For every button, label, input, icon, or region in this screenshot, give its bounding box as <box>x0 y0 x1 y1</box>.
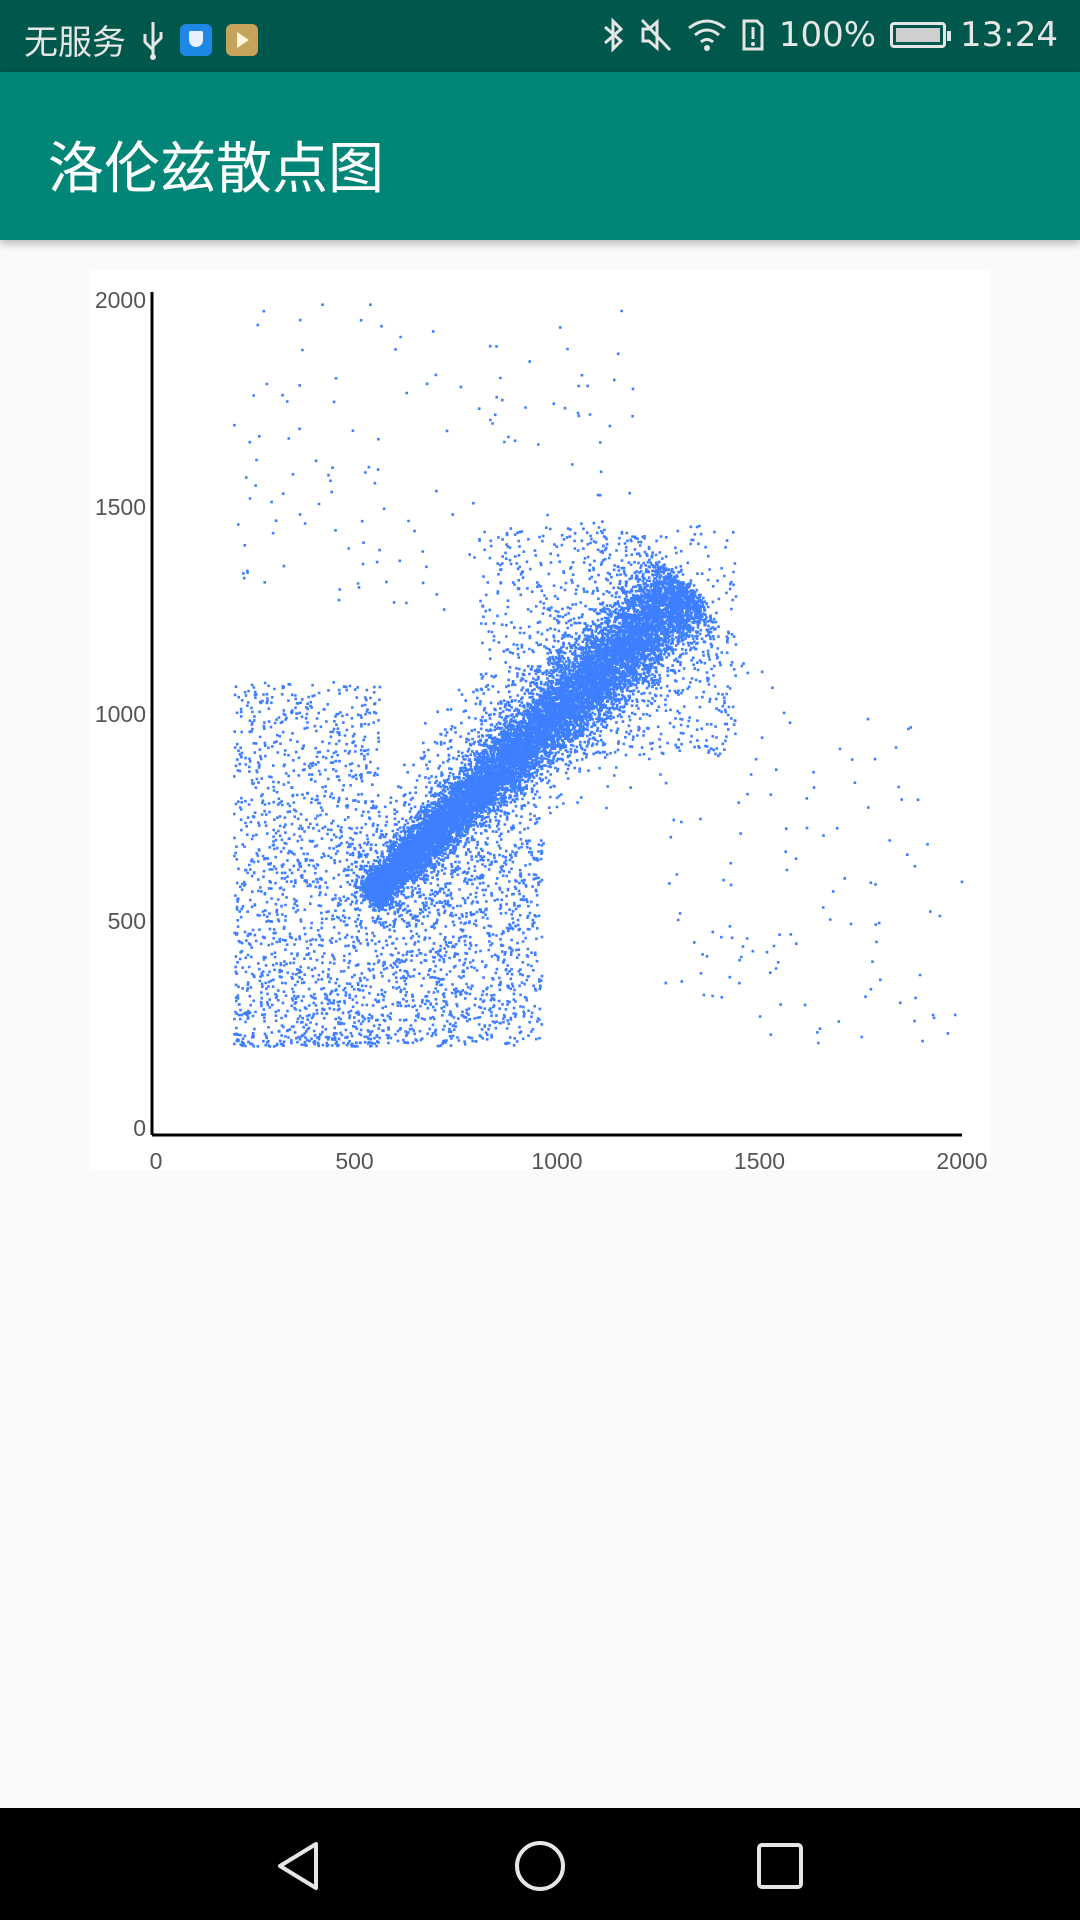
mute-icon <box>640 18 671 52</box>
back-icon[interactable] <box>270 1836 330 1896</box>
clock: 13:24 <box>960 15 1058 55</box>
x-tick-label: 0 <box>150 1148 163 1170</box>
scatter-chart: 0 500 1000 1500 2000 0 500 1000 1500 2000 <box>90 270 990 1170</box>
scatter-point-cloud <box>233 303 964 1048</box>
x-tick-label: 2000 <box>936 1148 987 1170</box>
x-tick-label: 1000 <box>531 1148 582 1170</box>
home-icon[interactable] <box>510 1836 570 1896</box>
sim-alert-icon <box>742 19 764 51</box>
navigation-bar <box>0 1808 1080 1920</box>
y-tick-label: 1000 <box>95 701 146 727</box>
y-tick-label: 2000 <box>95 287 146 313</box>
play-app-icon <box>226 23 258 56</box>
status-bar: 无服务 100% 13:24 <box>0 0 1080 72</box>
status-bar-left: 无服务 <box>24 15 258 64</box>
y-tick-label: 1500 <box>95 494 146 520</box>
usb-icon <box>143 21 163 60</box>
y-tick-labels: 0 500 1000 1500 2000 <box>95 287 146 1141</box>
y-tick-label: 500 <box>108 908 146 934</box>
status-bar-right: 100% 13:24 <box>601 15 1058 55</box>
x-tick-label: 500 <box>335 1148 373 1170</box>
scatter-points <box>233 303 964 1048</box>
app-bar: 洛伦兹散点图 <box>0 72 1080 240</box>
y-tick-label: 0 <box>133 1115 146 1141</box>
page-title: 洛伦兹散点图 <box>48 137 384 202</box>
bluetooth-icon <box>603 17 624 53</box>
carrier-text: 无服务 <box>24 23 126 63</box>
shield-app-icon <box>180 23 212 56</box>
battery-percent: 100% <box>778 15 877 55</box>
x-tick-label: 1500 <box>734 1148 785 1170</box>
wifi-icon <box>687 19 726 51</box>
battery-icon <box>890 22 952 48</box>
chart-svg: 0 500 1000 1500 2000 0 500 1000 1500 2000 <box>95 287 988 1170</box>
x-tick-labels: 0 500 1000 1500 2000 <box>150 1148 988 1170</box>
recent-apps-icon[interactable] <box>750 1836 810 1896</box>
